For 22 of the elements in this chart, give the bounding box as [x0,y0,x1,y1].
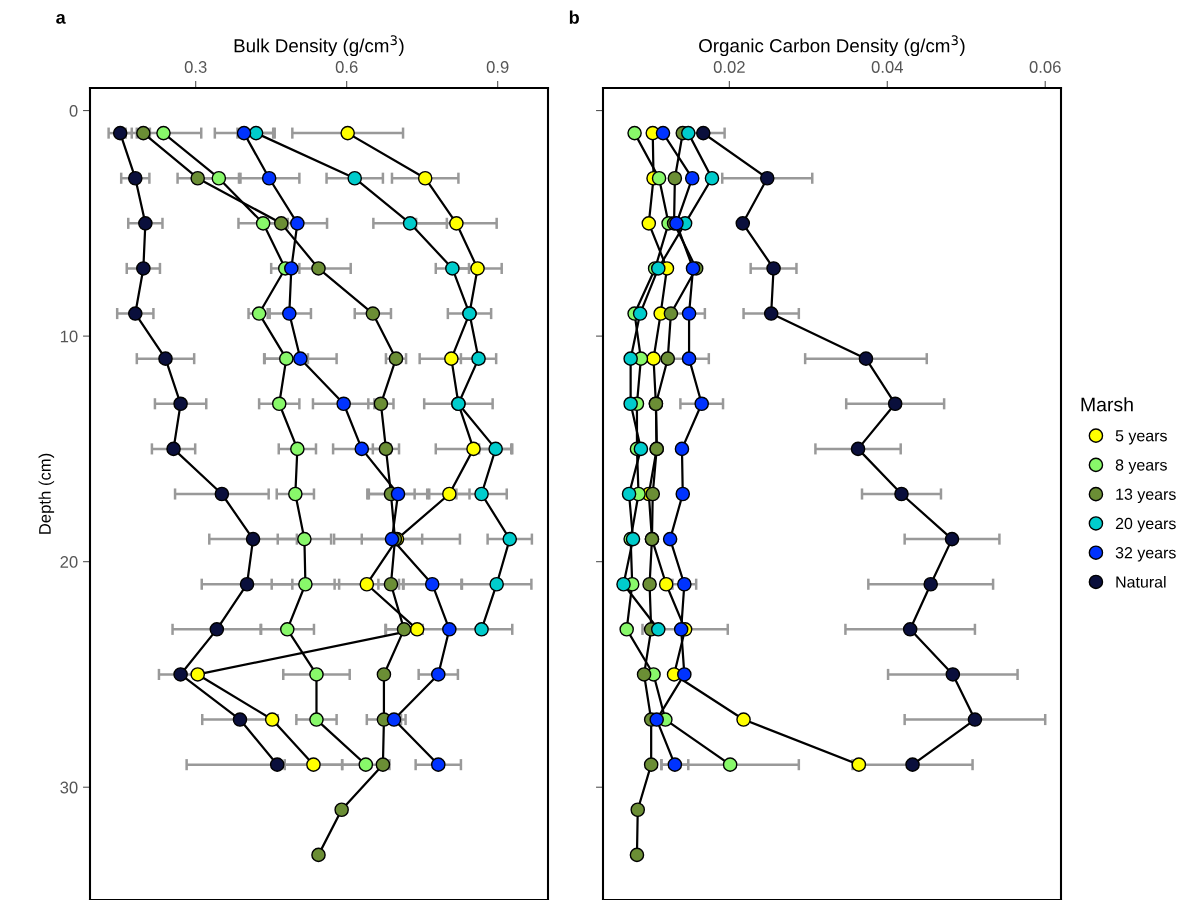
x-tick-label: 0.04 [871,61,904,73]
y-tick-label: 10 [60,330,78,343]
x-tick-label: 0.06 [1029,61,1061,73]
y-tick-label: 30 [60,781,78,794]
legend-title: Marsh [1081,397,1133,412]
x-axis-title: Bulk Density (g/cm$^{3}$) [234,35,404,57]
x-tick-label: 0.02 [713,61,745,73]
legend-label: 8 years [1115,459,1167,474]
chart-title: a [56,13,66,24]
legend-label: 32 years [1115,547,1176,562]
x-axis-title: Organic Carbon Density (g/cm$^{3}$) [699,35,965,57]
x-tick-label: 0.3 [184,61,207,73]
y-axis-title: Depth (cm) [38,453,55,534]
legend-label: 20 years [1115,517,1176,533]
chart-title: b [569,10,579,24]
y-tick-label: 20 [60,556,78,568]
legend-label: 5 years [1115,430,1167,445]
legend-label: 13 years [1116,488,1176,504]
y-tick-label: 0 [69,104,78,117]
legend-label: Natural [1116,575,1166,588]
x-tick-label: 0.6 [335,61,358,73]
x-tick-label: 0.9 [486,61,509,73]
